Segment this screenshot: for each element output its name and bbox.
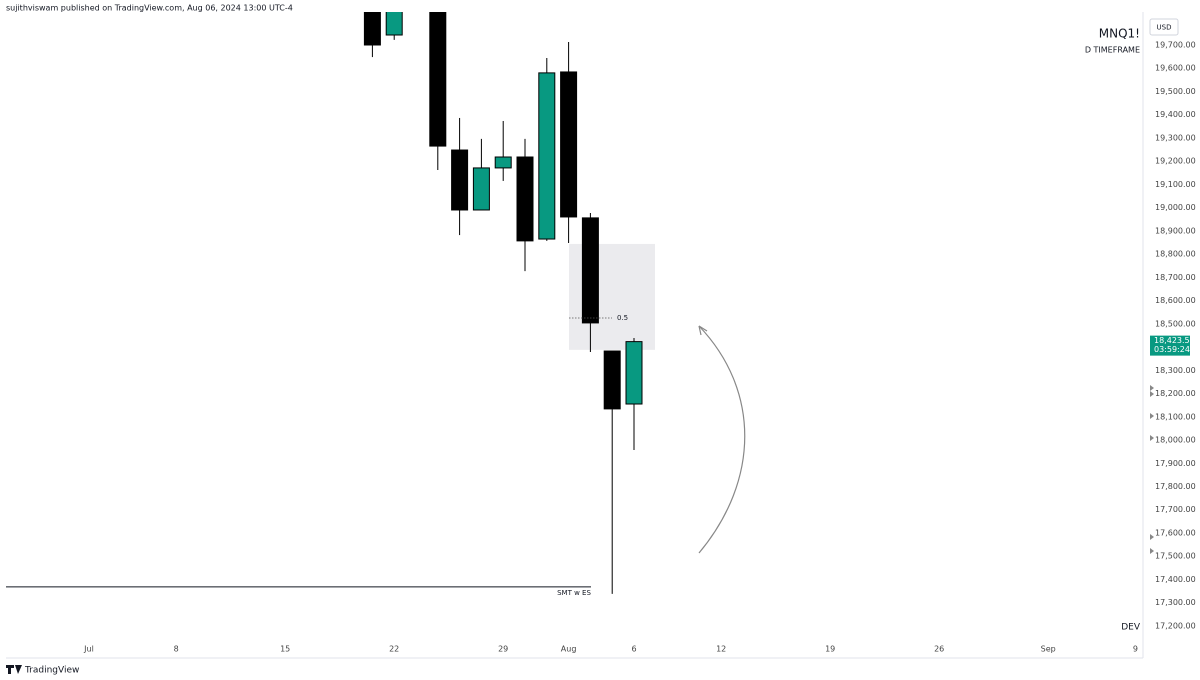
currency[interactable]: USD [1157,24,1172,32]
y-tick-label: 17,500.00 [1155,552,1196,561]
x-tick-label: 12 [716,645,726,654]
candle-body [472,167,490,211]
x-tick-label: 9 [1133,645,1138,654]
y-tick-label: 19,000.00 [1155,203,1196,212]
logo-mark[interactable] [6,665,22,674]
y-tick-label: 17,400.00 [1155,575,1196,584]
price-tag [1150,335,1190,356]
marker [1150,413,1154,419]
x-tick-label: 26 [934,645,944,654]
y-tick-label: 19,300.00 [1155,133,1196,142]
y-tick-label: 18,600.00 [1155,296,1196,305]
x-tick-label: 22 [389,645,399,654]
chart-subtitle: D TIMEFRAME [1085,46,1140,55]
marker [1150,548,1154,554]
plot-area [6,12,655,594]
y-tick-label: 17,200.00 [1155,621,1196,630]
y-tick-label: 18,100.00 [1155,412,1196,421]
marker [1150,435,1154,441]
y-tick-label: 17,900.00 [1155,459,1196,468]
y-tick-label: 18,900.00 [1155,226,1196,235]
y-tick-label: 18,700.00 [1155,273,1196,282]
x-tick-label: 6 [631,645,636,654]
x-tick-label: 29 [498,645,508,654]
x-tick-label: 15 [280,645,290,654]
footer-logo[interactable]: TradingView [6,665,79,676]
marker [1150,391,1154,397]
candle-body [560,71,578,218]
chart-title: MNQ1! [1099,27,1140,41]
candle-body [363,12,381,46]
candle-body [516,156,534,242]
y-tick-label: 18,200.00 [1155,389,1196,398]
y-tick-label: 19,600.00 [1155,64,1196,73]
candle-body [581,217,599,324]
footer[interactable]: TradingView [24,666,79,676]
axis-markers [1150,385,1154,554]
arrow-head [698,325,708,336]
x-tick-label: Jul [83,645,94,654]
y-tick-label: 19,100.00 [1155,180,1196,189]
candle-body [429,12,447,147]
corner-note: DEV [1121,623,1141,633]
y-tick-label: 19,200.00 [1155,157,1196,166]
y-tick-label: 18,500.00 [1155,319,1196,328]
y-tick-label: 17,300.00 [1155,598,1196,607]
midline-label: 0.5 [617,314,628,322]
x-tick-label: 8 [174,645,179,654]
currency-box[interactable] [1149,18,1179,36]
candle-body [494,156,512,169]
y-tick-label: 19,700.00 [1155,40,1196,49]
x-tick-label: Sep [1041,645,1056,654]
y-tick-label: 19,400.00 [1155,110,1196,119]
candle-body [451,149,469,211]
candle-body [385,12,403,36]
marker [1150,385,1154,391]
marker [1150,534,1154,540]
arrow-curve [698,325,746,554]
y-tick-label: 17,600.00 [1155,528,1196,537]
candle-body [538,72,556,240]
y-tick-label: 17,700.00 [1155,505,1196,514]
x-tick-label: 19 [825,645,835,654]
candle-body [603,350,621,410]
header: sujithviswam published on TradingView.co… [6,4,293,13]
y-tick-label: 19,500.00 [1155,87,1196,96]
price-tag-countdown: 03:59:24 [1154,345,1190,354]
y-tick-label: 18,800.00 [1155,250,1196,259]
y-tick-label: 18,300.00 [1155,366,1196,375]
y-tick-label: 18,000.00 [1155,436,1196,445]
x-tick-label: Aug [561,645,577,654]
candle-body [625,341,643,405]
y-tick-label: 17,800.00 [1155,482,1196,491]
level-label: SMT w ES [557,589,591,597]
price-tag-value: 18,423.50 [1154,336,1195,345]
